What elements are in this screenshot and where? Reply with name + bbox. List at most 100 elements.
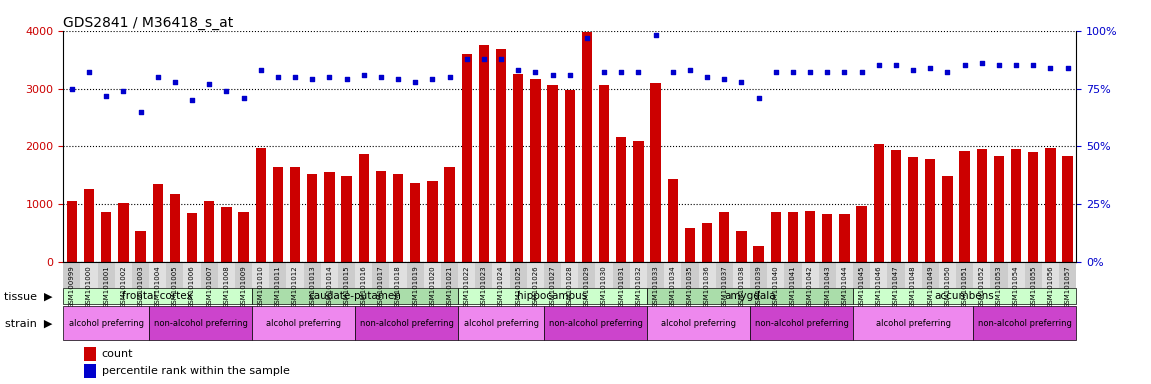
Text: GSM101008: GSM101008: [223, 266, 229, 308]
Point: [79, 70, 98, 76]
Point: [698, 74, 716, 80]
Bar: [716, 262, 733, 288]
Bar: [905, 262, 922, 288]
Bar: [801, 262, 818, 288]
Bar: [153, 184, 163, 262]
Bar: [63, 288, 252, 305]
Text: count: count: [101, 349, 134, 359]
Bar: [356, 262, 372, 288]
Bar: [787, 212, 798, 262]
Text: GSM101017: GSM101017: [378, 266, 384, 308]
Bar: [427, 180, 437, 262]
Point: [836, 70, 854, 76]
Point: [474, 55, 493, 61]
Text: tissue  ▶: tissue ▶: [3, 291, 52, 301]
Bar: [664, 262, 681, 288]
Bar: [562, 262, 578, 288]
Point: [630, 70, 648, 76]
Point: [767, 70, 785, 76]
Bar: [496, 49, 506, 262]
Point: [869, 62, 887, 68]
Text: GSM101040: GSM101040: [772, 266, 779, 308]
Point: [62, 86, 81, 92]
Bar: [307, 174, 318, 262]
Text: GSM101019: GSM101019: [412, 266, 418, 308]
Bar: [544, 306, 647, 340]
Point: [715, 76, 733, 83]
Text: GSM101035: GSM101035: [687, 266, 693, 308]
Point: [285, 74, 304, 80]
Point: [938, 70, 956, 76]
Bar: [685, 228, 695, 262]
Point: [526, 70, 544, 76]
Text: caudate-putamen: caudate-putamen: [308, 291, 402, 301]
Bar: [630, 262, 647, 288]
Bar: [784, 262, 801, 288]
Bar: [63, 262, 81, 288]
Bar: [1007, 262, 1024, 288]
Text: GSM101026: GSM101026: [533, 266, 539, 308]
Bar: [221, 207, 231, 262]
Text: GSM101021: GSM101021: [447, 266, 452, 308]
Bar: [252, 288, 458, 305]
Point: [389, 76, 407, 83]
Point: [1024, 62, 1043, 68]
Bar: [750, 306, 853, 340]
Bar: [925, 159, 936, 262]
Text: non-alcohol preferring: non-alcohol preferring: [154, 319, 247, 328]
Bar: [633, 141, 643, 262]
Bar: [200, 262, 218, 288]
Text: GSM101007: GSM101007: [206, 266, 212, 308]
Point: [303, 76, 321, 83]
Bar: [510, 262, 527, 288]
Bar: [647, 288, 853, 305]
Text: GSM101027: GSM101027: [549, 266, 556, 308]
Bar: [856, 205, 867, 262]
Bar: [183, 262, 200, 288]
Bar: [647, 306, 750, 340]
Bar: [273, 167, 283, 262]
Bar: [870, 262, 887, 288]
Bar: [599, 85, 609, 262]
Bar: [544, 262, 562, 288]
Text: GSM101016: GSM101016: [360, 266, 367, 308]
Bar: [458, 288, 647, 305]
Text: GSM101013: GSM101013: [310, 266, 315, 308]
Bar: [238, 212, 249, 262]
Bar: [462, 54, 472, 262]
Point: [97, 93, 115, 99]
Bar: [342, 176, 352, 262]
Bar: [908, 157, 918, 262]
Text: non-alcohol preferring: non-alcohol preferring: [977, 319, 1072, 328]
Point: [131, 109, 150, 115]
Point: [218, 88, 236, 94]
Bar: [1062, 156, 1073, 262]
Bar: [115, 262, 132, 288]
Bar: [681, 262, 699, 288]
Bar: [548, 85, 558, 262]
Bar: [359, 154, 368, 262]
Text: GSM101055: GSM101055: [1030, 266, 1036, 308]
Text: GSM101056: GSM101056: [1047, 266, 1053, 308]
Text: alcohol preferring: alcohol preferring: [876, 319, 951, 328]
Point: [749, 95, 768, 101]
Point: [904, 67, 922, 73]
Bar: [356, 306, 458, 340]
Text: GSM101004: GSM101004: [154, 266, 161, 308]
Bar: [939, 262, 956, 288]
Text: GSM101048: GSM101048: [910, 266, 916, 308]
Text: accumbens: accumbens: [935, 291, 994, 301]
Text: GSM101049: GSM101049: [928, 266, 933, 308]
Point: [801, 70, 820, 76]
Point: [1007, 62, 1026, 68]
Bar: [754, 246, 764, 262]
Bar: [612, 262, 630, 288]
Text: GSM101015: GSM101015: [343, 266, 350, 308]
Bar: [458, 306, 544, 340]
Text: GSM101018: GSM101018: [395, 266, 401, 308]
Text: GSM101033: GSM101033: [653, 266, 658, 308]
Bar: [424, 262, 441, 288]
Text: alcohol preferring: alcohol preferring: [69, 319, 144, 328]
Bar: [1042, 262, 1059, 288]
Bar: [493, 262, 510, 288]
